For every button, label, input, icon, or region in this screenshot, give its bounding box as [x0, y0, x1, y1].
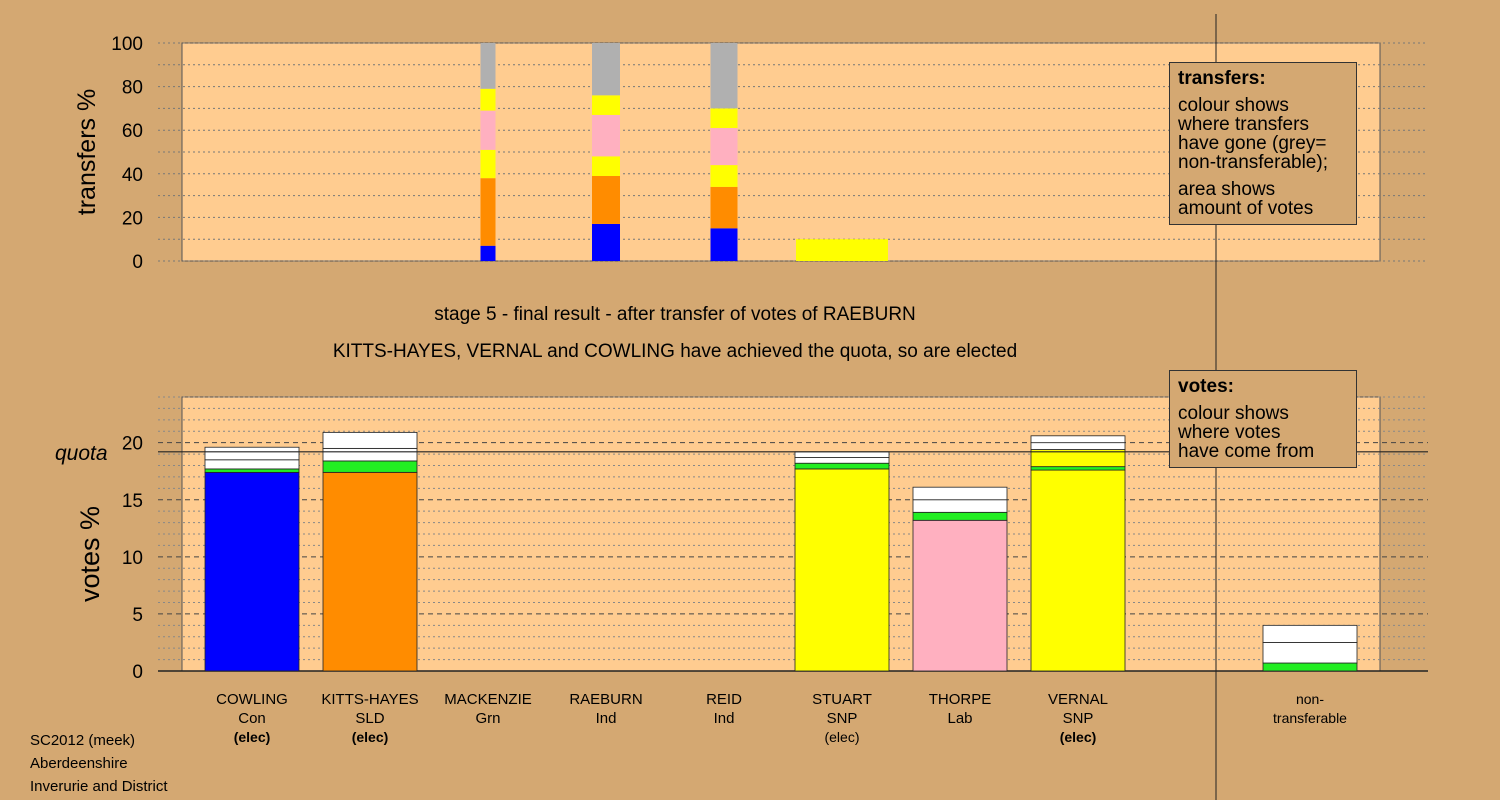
vote-segment: [1030, 466, 1126, 471]
vote-segment: [204, 471, 300, 672]
candidate-status: (elec): [1060, 729, 1097, 745]
vote-segment: [1030, 442, 1126, 450]
vote-segment: [1262, 624, 1358, 643]
vote-segment: [1030, 435, 1126, 444]
candidate-name: RAEBURN: [569, 691, 642, 708]
vote-segment: [204, 459, 300, 470]
vote-segment: [794, 468, 890, 672]
transfer-segment: [710, 165, 738, 187]
transfer-segment: [710, 128, 738, 166]
transfers-ytick-label: 100: [111, 34, 143, 55]
transfers-legend-heading: transfers:: [1178, 68, 1266, 89]
vote-segment: [794, 462, 890, 470]
transfer-segment: [480, 245, 496, 261]
pending-transfer-bar: [796, 239, 888, 261]
candidate-party: Ind: [596, 710, 617, 727]
votes-legend-line: colour shows: [1178, 403, 1289, 424]
transfer-segment: [480, 43, 496, 89]
votes-ytick-label: 5: [132, 605, 143, 626]
candidate-party: Con: [238, 710, 266, 727]
vote-segment: [322, 431, 418, 449]
candidate-party: SLD: [355, 710, 384, 727]
vote-segment: [322, 460, 418, 473]
candidate-name: STUART: [812, 691, 872, 708]
transfer-segment: [480, 110, 496, 150]
result-caption: KITTS-HAYES, VERNAL and COWLING have ach…: [332, 341, 1018, 362]
transfer-segment: [710, 108, 738, 129]
transfers-ytick-label: 20: [122, 208, 143, 229]
candidate-name: COWLING: [216, 691, 288, 708]
stage-caption: stage 5 - final result - after transfer …: [434, 304, 916, 325]
votes-ytick-label: 15: [122, 491, 143, 512]
candidate-status: (elec): [234, 729, 271, 745]
transfer-segment: [592, 43, 620, 96]
quota-label: quota: [55, 442, 108, 465]
transfer-segment: [592, 95, 620, 115]
nontransferable-label: transferable: [1273, 710, 1347, 726]
transfers-ytick-label: 0: [132, 252, 143, 273]
vote-segment: [322, 471, 418, 672]
transfer-segment: [710, 228, 738, 261]
vote-segment: [1030, 469, 1126, 672]
votes-legend-line: where votes: [1178, 422, 1281, 443]
transfer-segment: [592, 223, 620, 261]
candidate-party: Lab: [947, 710, 972, 727]
transfers-legend-line: colour shows: [1178, 95, 1289, 116]
candidate-name: THORPE: [929, 691, 992, 708]
transfers-ytick-label: 80: [122, 78, 143, 99]
votes-ytick-label: 10: [122, 548, 143, 569]
footer-ward: Inverurie and District: [30, 778, 168, 795]
vote-segment: [1262, 642, 1358, 664]
vote-segment: [912, 519, 1008, 672]
votes-ytick-label: 20: [122, 434, 143, 455]
vote-segment: [912, 486, 1008, 501]
vote-segment: [794, 451, 890, 458]
candidate-name: VERNAL: [1048, 691, 1108, 708]
nontransferable-label: non-: [1296, 691, 1324, 707]
transfer-segment: [480, 149, 496, 179]
transfer-segment: [480, 88, 496, 111]
transfer-segment: [592, 114, 620, 157]
vote-segment: [204, 468, 300, 473]
votes-legend-heading: votes:: [1178, 376, 1234, 397]
votes-legend-line: have come from: [1178, 441, 1315, 462]
transfers-legend-line: where transfers: [1178, 114, 1309, 135]
vote-segment: [1262, 662, 1358, 672]
votes-ylabel: votes %: [75, 506, 105, 602]
vote-segment: [912, 499, 1008, 513]
candidate-name: REID: [706, 691, 742, 708]
vote-segment: [204, 446, 300, 461]
footer-council: Aberdeenshire: [30, 755, 128, 772]
footer-source: SC2012 (meek): [30, 732, 136, 749]
candidate-party: SNP: [827, 710, 858, 727]
candidate-party: Grn: [475, 710, 500, 727]
transfers-legend-line: non-transferable);: [1178, 152, 1328, 173]
transfers-ylabel: transfers %: [73, 89, 101, 215]
candidate-name: MACKENZIE: [444, 691, 532, 708]
transfers-ytick-label: 60: [122, 121, 143, 142]
transfers-legend-line: have gone (grey=: [1178, 133, 1327, 154]
transfer-segment: [592, 175, 620, 224]
transfers-legend-line: amount of votes: [1178, 198, 1314, 219]
transfer-segment: [710, 186, 738, 229]
transfer-segment: [592, 156, 620, 176]
transfers-legend-line: area shows: [1178, 179, 1276, 200]
transfer-segment: [710, 43, 738, 109]
vote-segment: [322, 447, 418, 462]
candidate-party: SNP: [1063, 710, 1094, 727]
candidate-party: Ind: [714, 710, 735, 727]
transfers-legend-box: transfers: colour shows where transfers …: [1169, 62, 1357, 225]
candidate-status: (elec): [352, 729, 389, 745]
vote-segment: [794, 457, 890, 464]
votes-legend-box: votes: colour shows where votes have com…: [1169, 370, 1357, 468]
candidate-name: KITTS-HAYES: [321, 691, 418, 708]
candidate-status: (elec): [824, 729, 859, 745]
votes-ytick-label: 0: [132, 662, 143, 683]
transfer-segment: [480, 178, 496, 246]
transfers-ytick-label: 40: [122, 165, 143, 186]
vote-segment: [912, 511, 1008, 521]
